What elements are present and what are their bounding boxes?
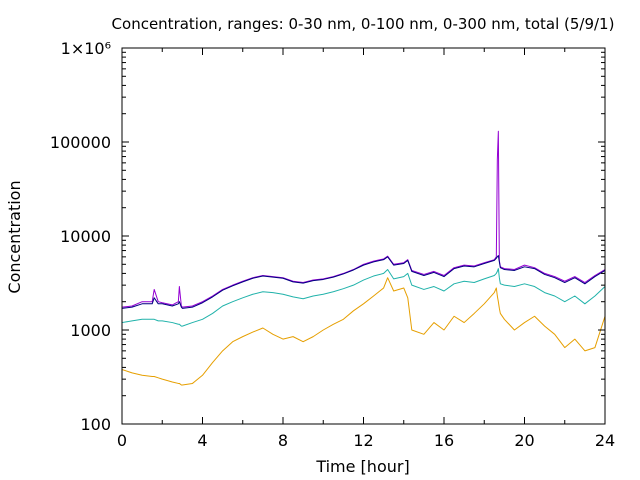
series-line-2: [121, 255, 606, 309]
x-tick-label: 4: [197, 431, 207, 450]
x-tick-label: 0: [117, 431, 127, 450]
y-tick-label: 1×10⁶: [61, 39, 111, 58]
chart-title: Concentration, ranges: 0-30 nm, 0-100 nm…: [112, 15, 615, 33]
series-group: [121, 130, 606, 386]
y-axis-label: Concentration: [5, 180, 24, 293]
x-tick-label: 8: [278, 431, 288, 450]
series-line-4: [121, 277, 606, 386]
y-tick-label: 10000: [60, 227, 111, 246]
x-axis: 0 4 8 12 16 20 24: [117, 48, 615, 450]
series-line-1: [121, 130, 606, 308]
x-tick-label: 16: [434, 431, 454, 450]
x-tick-label: 24: [595, 431, 615, 450]
x-tick-label: 20: [514, 431, 534, 450]
x-tick-label: 12: [353, 431, 373, 450]
y-tick-label: 100: [80, 415, 111, 434]
plot-frame: [121, 47, 606, 425]
y-axis: 100 1000 10000 100000 1×10⁶: [50, 39, 605, 434]
y-tick-label: 100000: [50, 133, 111, 152]
x-axis-label: Time [hour]: [315, 457, 409, 476]
series-line-3: [121, 268, 606, 327]
y-tick-label: 1000: [70, 321, 111, 340]
